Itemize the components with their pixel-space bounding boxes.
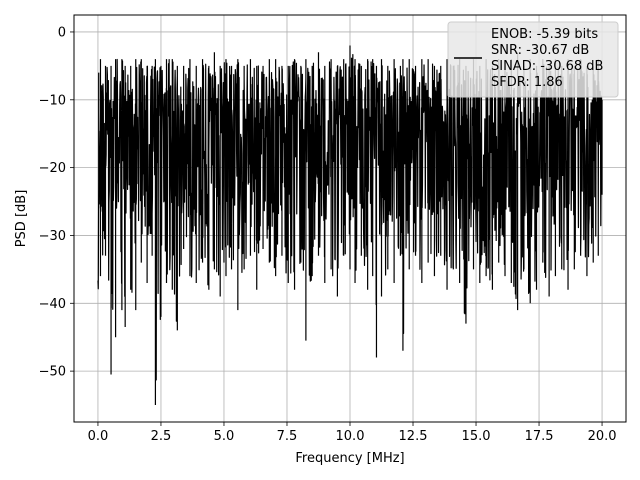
y-tick-label: −50 bbox=[39, 365, 66, 380]
x-tick-label: 0.0 bbox=[88, 429, 109, 444]
y-tick-label: −10 bbox=[39, 93, 66, 108]
psd-series bbox=[97, 45, 603, 406]
y-tick-label: 0 bbox=[58, 25, 66, 40]
axis-ticks: 0.0 2.5 5.0 7.5 10.0 12.5 15.0 17.5 20.0 0 −10 −20 −… bbox=[39, 25, 617, 444]
x-axis-label: Frequency [MHz] bbox=[295, 451, 404, 466]
legend-entry-enob: ENOB: -5.39 bits bbox=[491, 27, 598, 42]
legend-entry-snr: SNR: -30.67 dB bbox=[491, 43, 589, 58]
y-tick-label: −30 bbox=[39, 229, 66, 244]
x-tick-label: 10.0 bbox=[336, 429, 365, 444]
x-tick-label: 7.5 bbox=[277, 429, 298, 444]
x-tick-label: 2.5 bbox=[151, 429, 172, 444]
legend: ENOB: -5.39 bits SNR: -30.67 dB SINAD: -… bbox=[447, 21, 619, 98]
x-tick-label: 17.5 bbox=[525, 429, 554, 444]
y-tick-label: −40 bbox=[39, 297, 66, 312]
x-tick-label: 5.0 bbox=[214, 429, 235, 444]
x-tick-label: 20.0 bbox=[588, 429, 617, 444]
legend-entry-sfdr: SFDR: 1.86 bbox=[491, 75, 563, 90]
legend-entry-sinad: SINAD: -30.68 dB bbox=[491, 59, 603, 74]
x-tick-label: 15.0 bbox=[462, 429, 491, 444]
x-tick-label: 12.5 bbox=[399, 429, 428, 444]
y-tick-label: −20 bbox=[39, 161, 66, 176]
y-axis-label: PSD [dB] bbox=[14, 190, 29, 248]
psd-trace bbox=[97, 45, 603, 406]
legend-box bbox=[447, 21, 619, 98]
